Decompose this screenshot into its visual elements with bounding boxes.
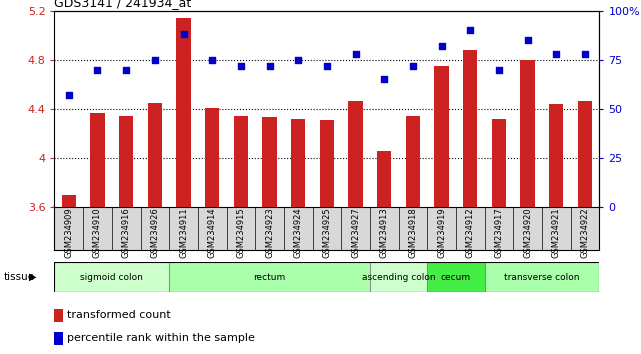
Bar xyxy=(90,113,104,207)
Bar xyxy=(428,262,485,292)
Bar xyxy=(54,309,63,322)
Point xyxy=(494,67,504,73)
Bar xyxy=(406,116,420,207)
Point xyxy=(92,67,103,73)
Text: GSM234926: GSM234926 xyxy=(151,207,160,258)
Bar xyxy=(485,262,599,292)
Text: GSM234921: GSM234921 xyxy=(552,207,561,258)
Point xyxy=(465,28,476,33)
Point xyxy=(408,63,418,68)
Text: GSM234912: GSM234912 xyxy=(466,207,475,258)
Bar xyxy=(205,108,219,207)
Text: rectum: rectum xyxy=(253,273,286,281)
Point xyxy=(522,37,533,43)
Bar xyxy=(520,60,535,207)
Point xyxy=(379,76,389,82)
Point xyxy=(150,57,160,63)
Text: cecum: cecum xyxy=(441,273,471,281)
Point xyxy=(178,32,188,37)
Text: GSM234911: GSM234911 xyxy=(179,207,188,258)
Point xyxy=(551,51,562,57)
Bar xyxy=(176,18,191,207)
Text: GSM234914: GSM234914 xyxy=(208,207,217,258)
Text: GSM234927: GSM234927 xyxy=(351,207,360,258)
Text: ascending colon: ascending colon xyxy=(362,273,435,281)
Text: ▶: ▶ xyxy=(29,272,37,282)
Bar xyxy=(147,103,162,207)
Bar xyxy=(54,262,169,292)
Point xyxy=(351,51,361,57)
Text: transformed count: transformed count xyxy=(67,310,171,320)
Text: GSM234915: GSM234915 xyxy=(237,207,246,258)
Point xyxy=(322,63,332,68)
Text: GSM234923: GSM234923 xyxy=(265,207,274,258)
Text: tissue: tissue xyxy=(3,272,35,282)
Bar xyxy=(463,50,478,207)
Bar xyxy=(349,102,363,207)
Text: percentile rank within the sample: percentile rank within the sample xyxy=(67,333,254,343)
Text: sigmoid colon: sigmoid colon xyxy=(80,273,144,281)
Bar xyxy=(492,119,506,207)
Text: transverse colon: transverse colon xyxy=(504,273,579,281)
Point xyxy=(437,43,447,49)
Text: GSM234909: GSM234909 xyxy=(64,207,73,258)
Point xyxy=(121,67,131,73)
Bar xyxy=(262,118,277,207)
Text: GSM234925: GSM234925 xyxy=(322,207,331,258)
Bar xyxy=(320,120,334,207)
Point xyxy=(580,51,590,57)
Text: GSM234916: GSM234916 xyxy=(122,207,131,258)
Bar xyxy=(119,116,133,207)
Point xyxy=(236,63,246,68)
Bar xyxy=(54,332,63,345)
Point xyxy=(293,57,303,63)
Bar xyxy=(62,195,76,207)
Bar xyxy=(169,262,370,292)
Text: GSM234910: GSM234910 xyxy=(93,207,102,258)
Text: GSM234917: GSM234917 xyxy=(494,207,503,258)
Text: GSM234922: GSM234922 xyxy=(581,207,590,258)
Text: GSM234919: GSM234919 xyxy=(437,207,446,258)
Bar xyxy=(435,66,449,207)
Bar xyxy=(234,116,248,207)
Point xyxy=(265,63,275,68)
Text: GSM234924: GSM234924 xyxy=(294,207,303,258)
Bar xyxy=(370,262,428,292)
Text: GDS3141 / 241934_at: GDS3141 / 241934_at xyxy=(54,0,192,10)
Text: GSM234920: GSM234920 xyxy=(523,207,532,258)
Bar xyxy=(578,102,592,207)
Point xyxy=(63,92,74,98)
Text: GSM234913: GSM234913 xyxy=(379,207,388,258)
Bar xyxy=(291,119,305,207)
Point xyxy=(207,57,217,63)
Text: GSM234918: GSM234918 xyxy=(408,207,417,258)
Bar xyxy=(549,104,563,207)
Bar xyxy=(377,150,392,207)
